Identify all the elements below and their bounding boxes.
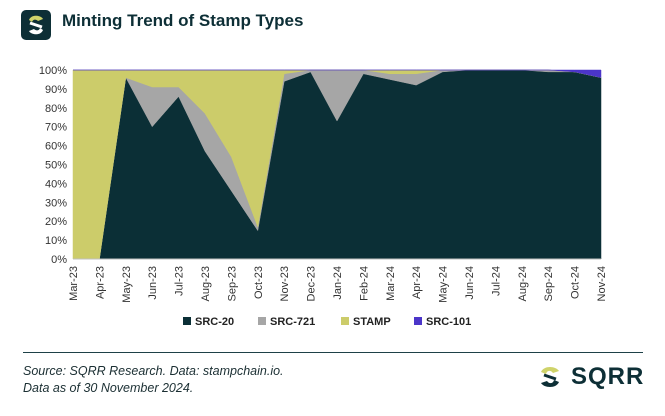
source-note: Source: SQRR Research. Data: stampchain.… bbox=[23, 363, 284, 397]
x-tick-label: May-24 bbox=[438, 266, 450, 303]
x-tick-label: Dec-23 bbox=[306, 266, 318, 301]
x-tick-label: Oct-24 bbox=[570, 266, 582, 299]
brand-logo: SQRR bbox=[535, 360, 644, 394]
legend-label-src-20: SRC-20 bbox=[195, 316, 234, 328]
brand-name: SQRR bbox=[571, 363, 645, 390]
x-tick-label: Aug-24 bbox=[517, 266, 529, 301]
x-tick-label: Mar-24 bbox=[385, 266, 397, 301]
x-tick-label: Sep-23 bbox=[226, 266, 238, 301]
x-tick-label: Sep-24 bbox=[543, 266, 555, 301]
legend-swatch-src-20 bbox=[183, 317, 191, 325]
x-tick-label: Jan-24 bbox=[332, 266, 344, 300]
legend: SRC-20 SRC-721 STAMP SRC-101 bbox=[183, 316, 471, 328]
x-tick-label: Nov-23 bbox=[279, 266, 291, 301]
x-tick-label: Jun-24 bbox=[464, 266, 476, 300]
stacked-area-chart: 0% 10% 20% 30% 40% 50% 60% 70% 80% 90% 100% Mar-23… bbox=[39, 65, 608, 328]
footer-divider bbox=[23, 352, 643, 353]
legend-label-src-101: SRC-101 bbox=[426, 316, 471, 328]
y-tick-label: 70% bbox=[45, 122, 67, 134]
legend-label-src-721: SRC-721 bbox=[270, 316, 315, 328]
sqrr-logo-icon bbox=[21, 10, 51, 40]
source-line-2: Data as of 30 November 2024. bbox=[23, 381, 194, 395]
y-tick-label: 40% bbox=[45, 178, 67, 190]
x-tick-label: Nov-24 bbox=[596, 266, 608, 301]
x-tick-label: May-23 bbox=[121, 266, 133, 303]
source-line-1: Source: SQRR Research. Data: stampchain.… bbox=[23, 364, 284, 378]
x-tick-label: Feb-24 bbox=[358, 266, 370, 301]
x-tick-label: Jul-23 bbox=[174, 266, 186, 296]
y-tick-label: 100% bbox=[39, 65, 67, 77]
x-tick-label: Apr-23 bbox=[94, 266, 106, 299]
y-tick-label: 50% bbox=[45, 160, 67, 172]
y-tick-label: 20% bbox=[45, 216, 67, 228]
y-tick-label: 90% bbox=[45, 84, 67, 96]
x-tick-label: Oct-23 bbox=[253, 266, 265, 299]
legend-label-stamp: STAMP bbox=[353, 316, 391, 328]
y-tick-label: 30% bbox=[45, 197, 67, 209]
x-tick-label: Jul-24 bbox=[490, 266, 502, 296]
x-tick-label: Aug-23 bbox=[200, 266, 212, 301]
x-axis: Mar-23 Apr-23 May-23 Jun-23 Jul-23 Aug-23 Sep-… bbox=[68, 258, 608, 303]
x-tick-label: Jun-23 bbox=[147, 266, 159, 300]
x-tick-label: Apr-24 bbox=[411, 266, 423, 299]
sqrr-brand-icon bbox=[541, 367, 559, 387]
chart-title: Minting Trend of Stamp Types bbox=[62, 11, 304, 30]
x-tick-label: Mar-23 bbox=[68, 266, 80, 301]
y-tick-label: 10% bbox=[45, 235, 67, 247]
y-tick-label: 0% bbox=[51, 254, 67, 266]
legend-swatch-src-101 bbox=[414, 317, 422, 325]
area-src-101 bbox=[73, 69, 602, 78]
y-tick-label: 60% bbox=[45, 141, 67, 153]
y-tick-label: 80% bbox=[45, 103, 67, 115]
y-axis: 0% 10% 20% 30% 40% 50% 60% 70% 80% 90% 100% bbox=[39, 65, 67, 266]
legend-swatch-src-721 bbox=[258, 317, 266, 325]
area-series-group bbox=[72, 69, 602, 260]
legend-swatch-stamp bbox=[341, 317, 349, 325]
